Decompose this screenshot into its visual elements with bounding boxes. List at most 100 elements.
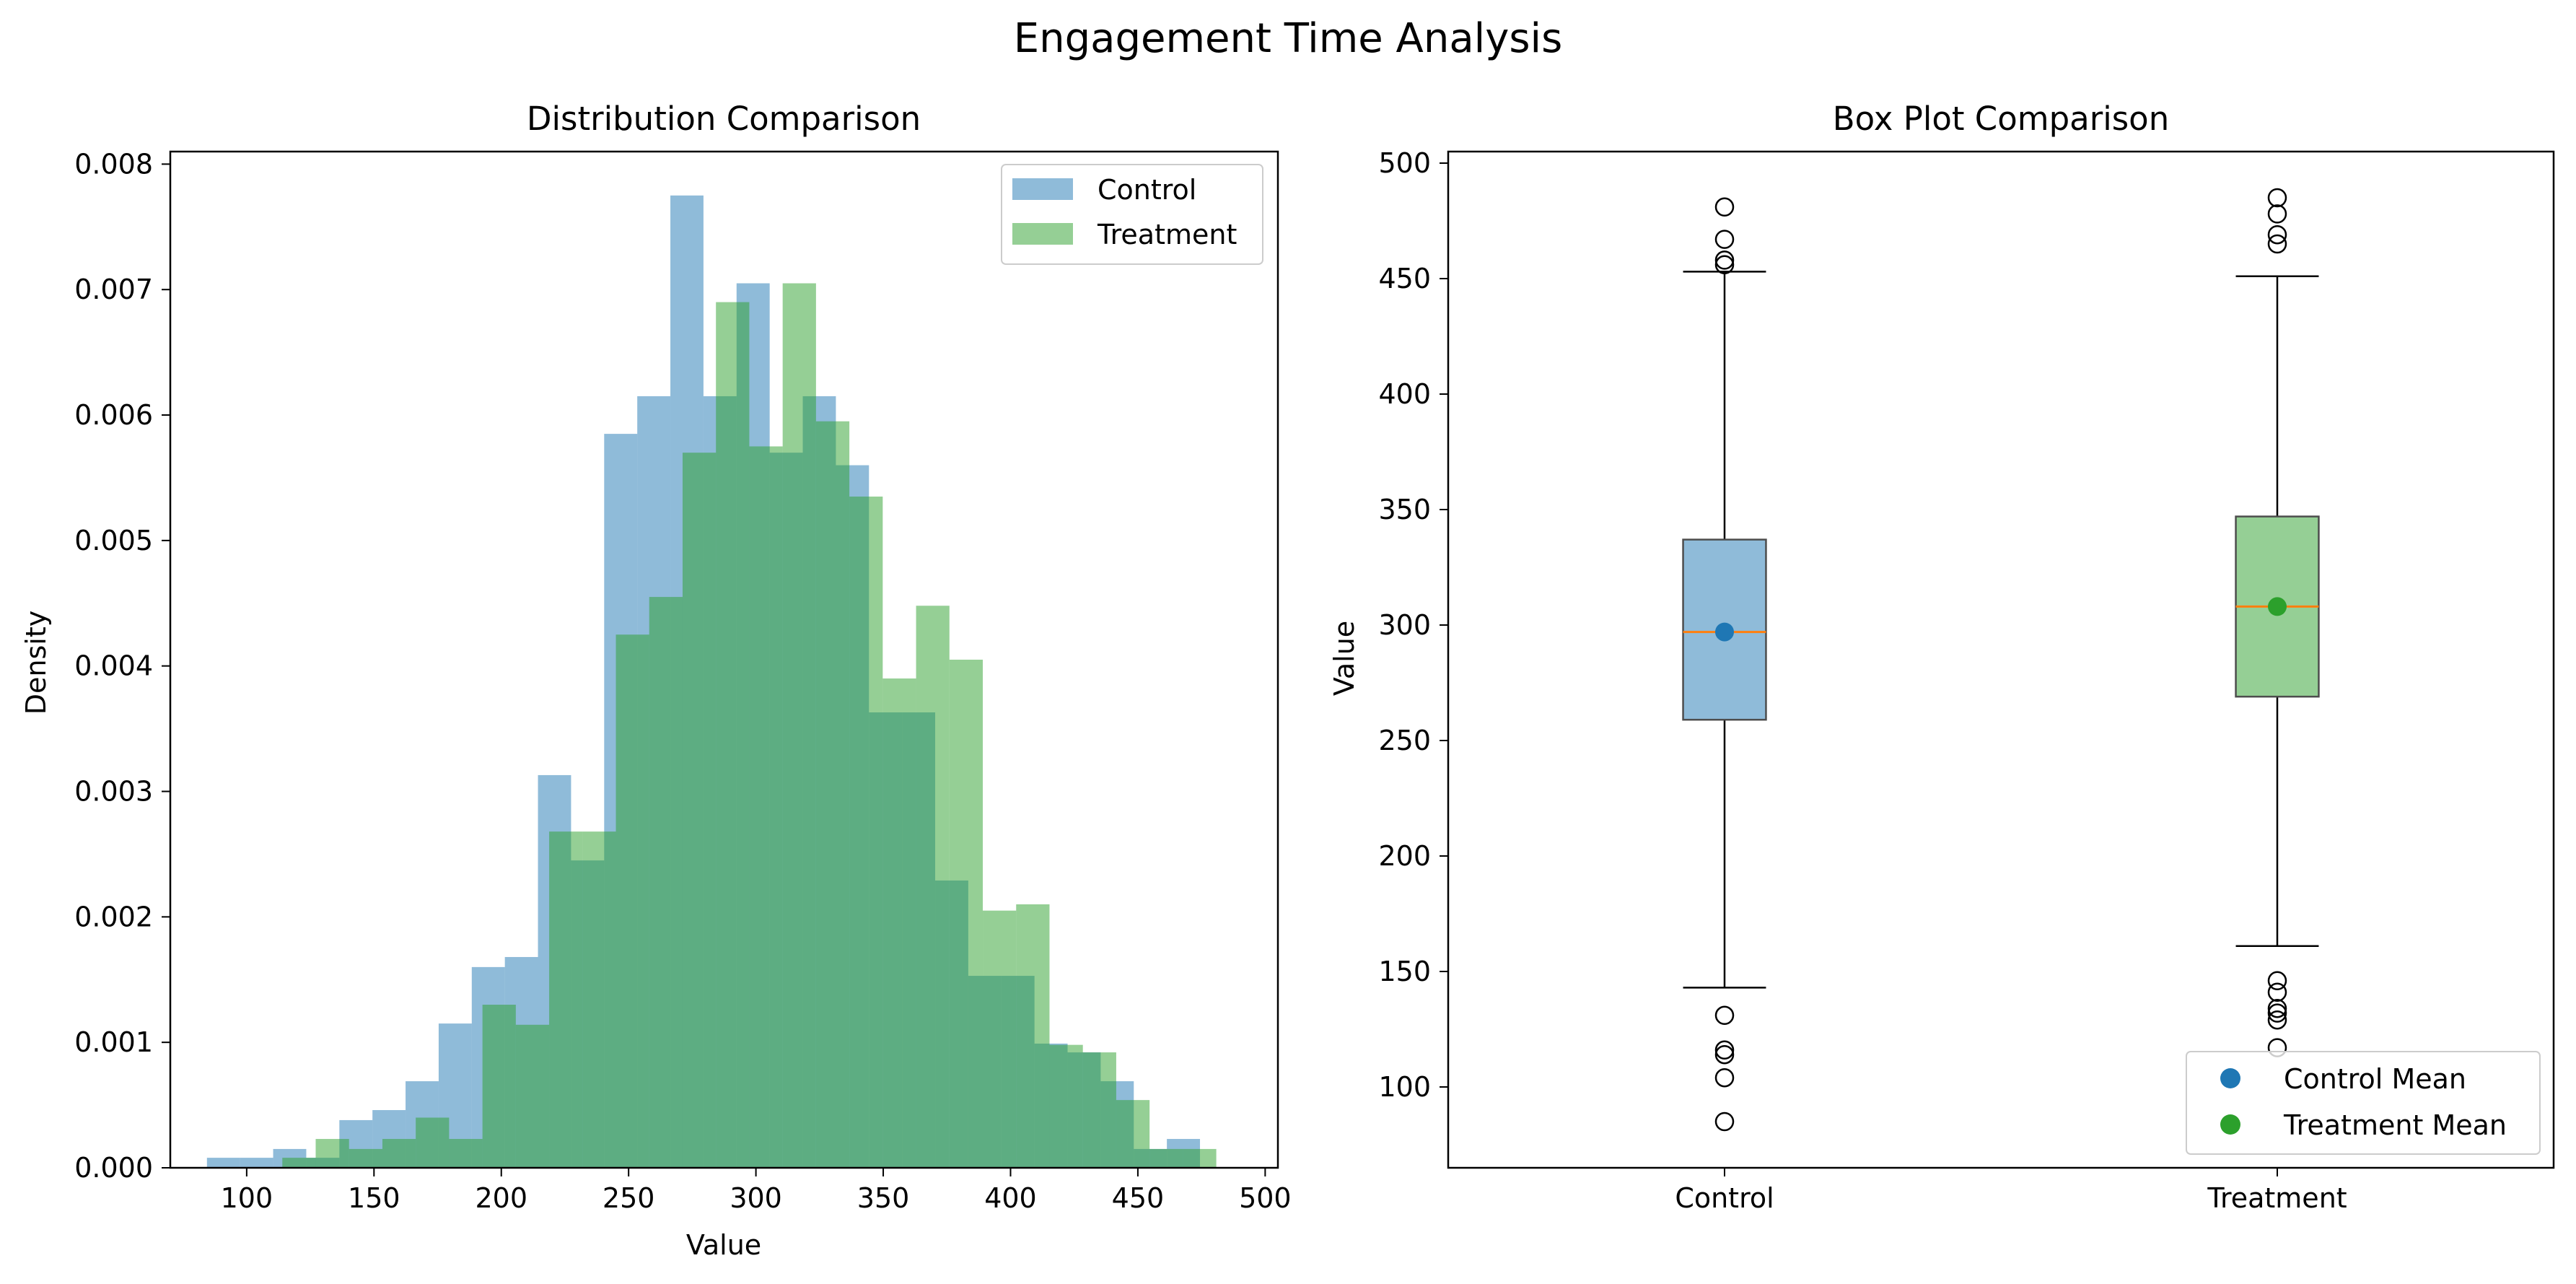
histogram-y-ticks: 0.000 0.001 0.002 0.003 0.004 0.005 0.006 0.007…: [74, 148, 170, 1184]
histogram-y-axis-label: Density: [20, 611, 52, 715]
boxplot-y-tick-label: 500: [1378, 147, 1431, 179]
histogram-bar-treatment: [782, 283, 816, 1168]
histogram-x-axis-label: Value: [686, 1229, 761, 1261]
histogram-bar-treatment: [549, 831, 583, 1168]
histogram-bars: [206, 195, 1217, 1169]
histogram-x-tick-label: 150: [348, 1182, 400, 1214]
boxplot-y-tick-label: 450: [1378, 263, 1431, 294]
histogram-bar-treatment: [282, 1158, 316, 1168]
boxplot-elements: [1682, 188, 2320, 1132]
boxplot-y-tick-label: 350: [1378, 494, 1431, 525]
box-outlier: [1714, 1112, 1735, 1132]
histogram-bar-treatment: [682, 453, 717, 1168]
box-outlier: [1714, 197, 1735, 217]
histogram-bar-treatment: [1082, 1052, 1116, 1168]
box-outlier: [2267, 234, 2287, 254]
histogram-legend: Control Treatment: [1001, 164, 1263, 265]
legend-label-control: Control: [1098, 174, 1196, 206]
histogram-x-tick-label: 450: [1112, 1182, 1165, 1214]
boxplot-y-axis-label: Value: [1328, 621, 1360, 696]
box-outlier: [2267, 1010, 2287, 1030]
boxplot-legend: Control Mean Treatment Mean: [2186, 1051, 2541, 1155]
histogram-bar-treatment: [349, 1148, 382, 1168]
box-treatment: [2235, 188, 2320, 1057]
boxplot-x-tick-label: Treatment: [2207, 1182, 2347, 1214]
boxplot-panel: Box Plot Comparison 100 150 200 250 300 350 40…: [1328, 100, 2555, 1214]
histogram-bar-treatment: [815, 421, 850, 1168]
boxplot-y-tick-label: 100: [1378, 1071, 1431, 1103]
histogram-bar-treatment: [916, 606, 950, 1168]
histogram-x-tick-label: 250: [603, 1182, 655, 1214]
box-outlier: [1714, 255, 1735, 275]
boxplot-y-tick-label: 150: [1378, 956, 1431, 987]
histogram-bar-treatment: [1183, 1148, 1217, 1168]
boxplot-y-ticks: 100 150 200 250 300 350 400 450 500: [1378, 147, 1448, 1103]
figure-title: Engagement Time Analysis: [1014, 15, 1563, 62]
histogram-x-tick-label: 400: [984, 1182, 1037, 1214]
histogram-bar-treatment: [515, 1024, 550, 1168]
box-control: [1682, 197, 1767, 1132]
histogram-x-tick-label: 100: [221, 1182, 273, 1214]
box-outlier: [1714, 1005, 1735, 1026]
legend-swatch-control: [1012, 178, 1073, 200]
box-outlier: [2267, 971, 2287, 991]
box-outlier: [1714, 1040, 1735, 1060]
boxplot-x-tick-label: Control: [1675, 1182, 1774, 1214]
histogram-bar-treatment: [315, 1139, 349, 1168]
histogram-y-tick-label: 0.000: [74, 1152, 153, 1184]
boxplot-y-tick-label: 200: [1378, 840, 1431, 872]
histogram-bar-treatment: [615, 634, 649, 1168]
legend-marker-treatment-mean: [2220, 1114, 2240, 1135]
box-outlier: [2267, 998, 2287, 1018]
histogram-bar-treatment: [949, 660, 983, 1168]
box-outlier: [1714, 1044, 1735, 1065]
histogram-x-tick-label: 500: [1239, 1182, 1292, 1214]
histogram-y-tick-label: 0.001: [74, 1026, 153, 1058]
histogram-bar-control: [206, 1158, 240, 1168]
histogram-bar-treatment: [749, 446, 783, 1168]
histogram-x-ticks: 100 150 200 250 300 350 400 450 500: [221, 1168, 1292, 1214]
histogram-y-tick-label: 0.007: [74, 274, 153, 305]
legend-marker-control-mean: [2220, 1068, 2240, 1088]
histogram-axes-frame: [169, 150, 1279, 1169]
histogram-bar-treatment: [849, 497, 883, 1168]
boxplot-axes-frame: [1447, 150, 2555, 1169]
legend-label-control-mean: Control Mean: [2284, 1063, 2466, 1095]
histogram-bar-treatment: [882, 678, 916, 1168]
histogram-bar-treatment: [449, 1139, 483, 1168]
box-outlier: [1714, 1067, 1735, 1088]
boxplot-x-ticks: Control Treatment: [1675, 1168, 2347, 1214]
box-outlier: [1714, 250, 1735, 270]
boxplot-legend-frame: [2186, 1051, 2541, 1155]
histogram-bar-treatment: [1116, 1100, 1150, 1168]
box-mean-marker: [2268, 597, 2287, 616]
histogram-y-tick-label: 0.002: [74, 901, 153, 933]
histogram-title: Distribution Comparison: [527, 100, 921, 138]
boxplot-y-tick-label: 400: [1378, 378, 1431, 410]
histogram-x-tick-label: 200: [475, 1182, 527, 1214]
histogram-bar-treatment: [1149, 1148, 1183, 1168]
histogram-y-tick-label: 0.006: [74, 399, 153, 431]
histogram-bar-treatment: [582, 831, 616, 1168]
box-outlier: [2267, 1003, 2287, 1023]
histogram-bar-control: [240, 1158, 273, 1168]
histogram-bar-treatment: [983, 910, 1017, 1168]
histogram-bar-treatment: [716, 302, 750, 1169]
box-outlier: [2267, 204, 2287, 224]
histogram-y-tick-label: 0.003: [74, 776, 153, 808]
histogram-y-tick-label: 0.008: [74, 148, 153, 180]
histogram-bar-treatment: [482, 1005, 516, 1168]
histogram-bar-treatment: [1049, 1044, 1083, 1168]
histogram-bar-treatment: [1016, 904, 1050, 1168]
histogram-y-tick-label: 0.005: [74, 525, 153, 556]
box-outlier: [1714, 230, 1735, 249]
histogram-panel: Distribution Comparison 100 150 200 250 300 3…: [20, 100, 1292, 1261]
box-outlier: [2267, 224, 2287, 245]
box-mean-marker: [1715, 622, 1734, 642]
boxplot-y-tick-label: 300: [1378, 609, 1431, 641]
histogram-bar-treatment: [382, 1139, 416, 1168]
histogram-x-tick-label: 300: [730, 1182, 782, 1214]
box-outlier: [2267, 982, 2287, 1003]
